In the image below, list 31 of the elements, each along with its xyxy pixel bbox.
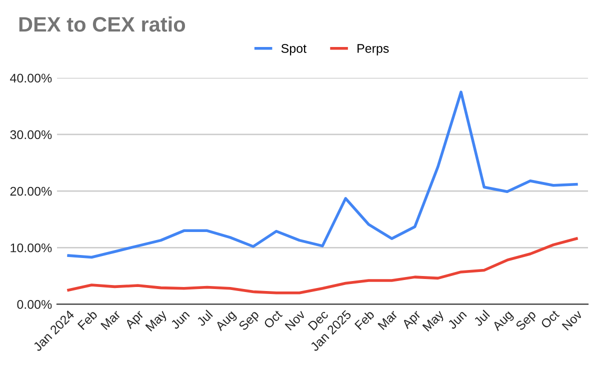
- x-tick-label: Aug: [492, 310, 515, 334]
- x-tick-label: Feb: [77, 309, 98, 330]
- y-tick-label: 20.00%: [10, 186, 52, 196]
- x-tick-label: Apr: [124, 310, 146, 332]
- x-tick-label: Apr: [401, 310, 423, 332]
- x-tick-label: Sep: [515, 310, 538, 333]
- line-series: [67, 237, 578, 294]
- x-tick-label: May: [422, 309, 446, 334]
- x-tick-label: Jul: [472, 310, 490, 327]
- legend-label: Perps: [358, 44, 389, 56]
- x-tick-label: Oct: [263, 309, 283, 329]
- x-tick-label: Oct: [540, 309, 560, 329]
- x-tick-label: Feb: [354, 309, 375, 330]
- x-tick-label: Jul: [196, 310, 213, 327]
- y-tick-label: 40.00%: [10, 74, 52, 83]
- line-series: [67, 90, 578, 259]
- x-tick-label: Sep: [238, 310, 262, 333]
- x-tick-label: May: [145, 309, 170, 334]
- y-tick-label: 10.00%: [10, 243, 52, 252]
- x-tick-label: Jun: [170, 310, 190, 330]
- y-tick-label: 30.00%: [10, 130, 52, 140]
- x-tick-label: Jun: [447, 310, 467, 330]
- y-tick-label: 0.00%: [17, 300, 52, 309]
- chart-title: DEX to CEX ratio: [19, 16, 186, 32]
- x-tick-label: Dec: [308, 310, 329, 331]
- x-tick-label: Nov: [562, 309, 583, 331]
- x-tick-label: Aug: [214, 310, 238, 334]
- legend-label: Spot: [281, 44, 306, 56]
- x-tick-label: Mar: [100, 310, 122, 330]
- x-tick-label: Nov: [284, 309, 306, 331]
- x-tick-label: Mar: [378, 310, 398, 330]
